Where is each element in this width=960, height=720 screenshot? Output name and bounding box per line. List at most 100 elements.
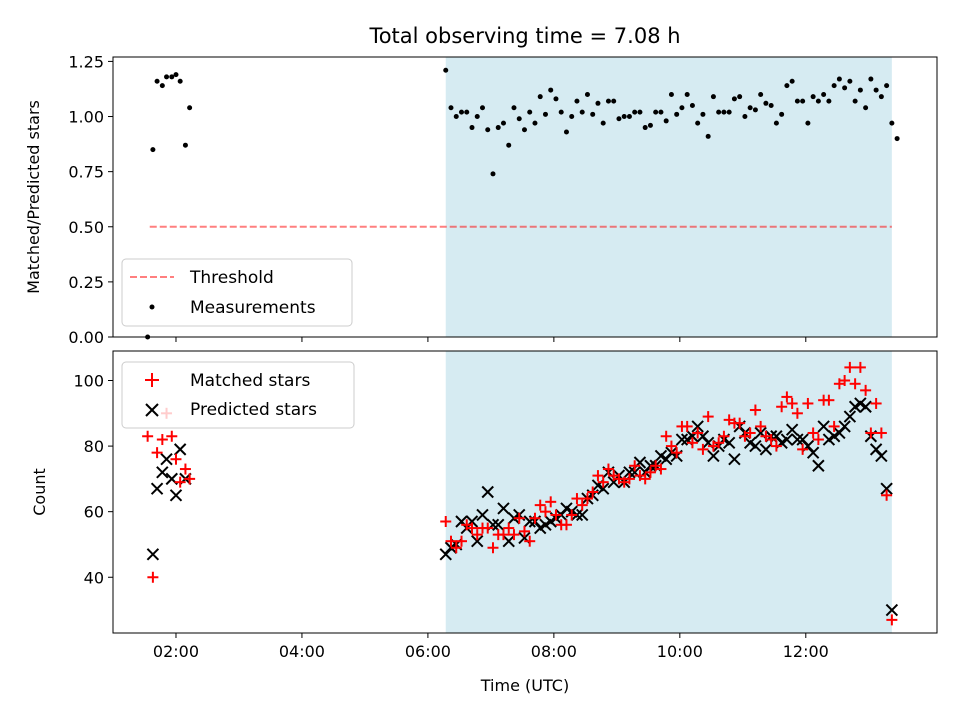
matched-star-point xyxy=(550,509,562,521)
measurement-point xyxy=(474,114,480,120)
matched-star-point xyxy=(665,440,677,452)
predicted-star-point xyxy=(481,485,494,499)
matched-star-point xyxy=(571,493,583,505)
top-marks xyxy=(145,67,900,340)
measurement-point xyxy=(695,120,701,126)
matched-star-point xyxy=(734,417,746,429)
measurement-point xyxy=(689,103,695,109)
measurement-point xyxy=(506,142,512,148)
predicted-star-point xyxy=(875,449,888,463)
measurement-point xyxy=(857,87,863,93)
x-tick-label: 12:00 xyxy=(783,642,829,661)
measurement-point xyxy=(154,78,160,84)
matched-star-point xyxy=(765,434,777,446)
y-tick-label: 40 xyxy=(84,568,104,587)
measurement-point xyxy=(868,76,874,82)
measurement-point xyxy=(700,111,706,117)
measurement-point xyxy=(169,74,175,80)
measurement-point xyxy=(779,111,785,117)
measurement-point xyxy=(521,127,527,133)
matched-star-point xyxy=(639,473,651,485)
predicted-star-point xyxy=(780,433,794,446)
matched-star-point xyxy=(513,512,525,524)
measurement-point xyxy=(836,76,842,82)
bottom-panel: 40 60 80 100 02:00 04:00 06:00 08:00 10:00 12:00… xyxy=(30,350,938,695)
matched-star-point xyxy=(539,506,551,518)
matched-star-point xyxy=(686,437,698,449)
predicted-star-point xyxy=(806,446,820,459)
matched-star-point xyxy=(156,434,168,446)
observing-window-shade xyxy=(445,57,892,337)
matched-star-point xyxy=(497,529,509,541)
predicted-star-point xyxy=(707,449,720,463)
measurement-point xyxy=(800,98,806,104)
x-tick-label: 02:00 xyxy=(153,642,199,661)
matched-star-point xyxy=(749,404,761,416)
predicted-star-point xyxy=(791,433,804,446)
measurement-point xyxy=(768,103,774,109)
matched-star-point xyxy=(823,394,835,406)
matched-star-point xyxy=(812,434,824,446)
matched-star-point xyxy=(587,486,599,498)
matched-star-point xyxy=(508,529,520,541)
measurement-point xyxy=(716,109,722,115)
measurement-point xyxy=(805,120,811,126)
measurement-point xyxy=(187,105,193,111)
legend-predicted-swatch xyxy=(145,403,159,417)
matched-star-point xyxy=(597,476,609,488)
measurement-point xyxy=(584,91,590,97)
measurement-point xyxy=(878,94,884,100)
measurement-point xyxy=(826,98,832,104)
matched-star-point xyxy=(644,466,656,478)
bottom-y-axis-label: Count xyxy=(30,468,49,516)
matched-star-point xyxy=(560,519,572,531)
bottom-marks xyxy=(142,361,899,626)
measurement-point xyxy=(532,120,538,126)
matched-star-point xyxy=(151,447,163,459)
legend-measurements-label: Measurements xyxy=(190,298,316,318)
measurement-point xyxy=(579,109,585,115)
measurement-point xyxy=(548,87,554,93)
matched-star-point xyxy=(529,512,541,524)
measurement-point xyxy=(511,105,517,111)
predicted-star-point xyxy=(150,482,164,495)
measurement-point xyxy=(443,67,449,73)
measurement-point xyxy=(763,100,769,106)
measurement-point xyxy=(637,109,643,115)
measurement-point xyxy=(177,78,183,84)
matched-star-point xyxy=(797,443,809,455)
matched-star-point xyxy=(655,463,667,475)
legend-predicted-label: Predicted stars xyxy=(190,400,317,420)
matched-star-point xyxy=(770,440,782,452)
matched-star-point xyxy=(581,493,593,505)
matched-star-point xyxy=(466,522,478,534)
measurement-point xyxy=(668,91,674,97)
matched-star-point xyxy=(697,443,709,455)
measurement-point xyxy=(794,98,800,104)
measurement-point xyxy=(710,94,716,100)
predicted-star-point xyxy=(169,489,183,502)
matched-star-point xyxy=(807,427,819,439)
matched-star-point xyxy=(503,522,515,534)
predicted-star-point xyxy=(476,508,489,522)
bottom-y-axis: 40 60 80 100 xyxy=(73,372,113,587)
matched-star-point xyxy=(179,463,191,475)
measurement-point xyxy=(873,87,879,93)
measurement-point xyxy=(574,98,580,104)
predicted-star-point xyxy=(502,534,515,548)
y-tick-label: 80 xyxy=(84,437,104,456)
matched-star-point xyxy=(166,430,178,442)
measurement-point xyxy=(621,114,627,120)
measurement-point xyxy=(784,83,790,89)
matched-star-point xyxy=(184,473,196,485)
matched-star-point xyxy=(776,401,788,413)
matched-star-point xyxy=(660,430,672,442)
measurement-point xyxy=(647,122,653,128)
measurement-point xyxy=(663,118,669,124)
matched-star-point xyxy=(718,430,730,442)
measurement-point xyxy=(789,78,795,84)
measurement-point xyxy=(674,111,680,117)
predicted-star-point xyxy=(497,502,510,515)
predicted-star-point xyxy=(691,420,704,433)
